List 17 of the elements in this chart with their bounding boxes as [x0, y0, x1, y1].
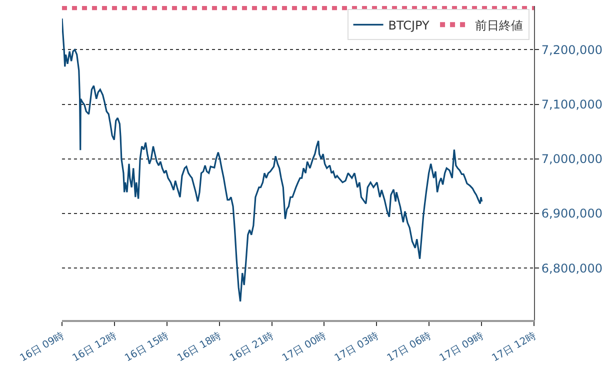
- x-tick-label: 17日 03時: [332, 330, 381, 364]
- x-tick-label: 16日 12時: [70, 330, 118, 364]
- y-tick-label: 7,200,000: [541, 42, 602, 57]
- legend-label: BTCJPY: [388, 18, 430, 32]
- legend-label: 前日終値: [475, 18, 524, 32]
- y-tick-label: 6,800,000: [541, 261, 602, 276]
- y-tick-label: 7,000,000: [541, 152, 602, 166]
- x-tick-label: 16日 18時: [175, 330, 224, 364]
- y-tick-label: 6,900,000: [541, 206, 602, 221]
- x-tick-label: 16日 21時: [228, 330, 276, 364]
- x-tick-label: 17日 00時: [280, 330, 328, 364]
- x-tick-label: 16日 15時: [122, 330, 171, 364]
- x-tick-label: 17日 12時: [490, 330, 538, 364]
- y-tick-label: 7,100,000: [541, 98, 602, 112]
- x-tick-label: 17日 06時: [384, 330, 434, 364]
- x-tick-label: 16日 09時: [18, 330, 66, 364]
- x-tick-label: 17日 09時: [437, 330, 486, 364]
